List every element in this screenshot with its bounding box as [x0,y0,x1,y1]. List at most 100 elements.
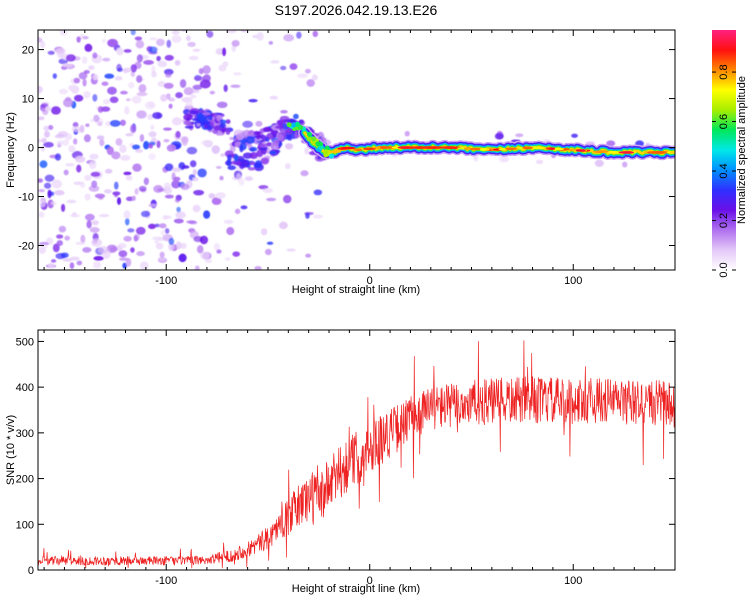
spectrogram-cell [256,149,263,158]
spectrogram-cell [69,213,81,218]
snr-ytick-label: 400 [16,382,34,394]
spectrogram-cell [90,171,101,177]
spectrogram-cell [68,145,76,153]
snr-panel: -100 0 100 0 100 200 300 400 500 Height of strai… [5,329,676,595]
spectrogram-cell [39,200,46,208]
spectrogram-cell [286,127,293,135]
spectrogram-xtick-label: 100 [564,275,582,287]
spectrogram-xlabel: Height of straight line (km) [292,284,420,296]
spectrogram-cell [193,189,205,196]
spectrogram-cell [216,101,228,109]
spectrogram-ytick-label: 10 [22,94,34,106]
spectrogram-cell [43,182,52,189]
spectrogram-cell [149,37,158,41]
spectrogram-cell [259,143,269,148]
figure-title: S197.2026.042.19.13.E26 [275,2,438,18]
spectrogram-cell [266,241,274,245]
spectrogram-cell [283,194,292,204]
spectrogram-cell [136,92,148,97]
spectrogram-cell [270,60,280,64]
spectrogram-marks [38,30,675,270]
spectrogram-cell [594,159,604,167]
spectrogram-cell [189,110,199,115]
spectrogram-cell [515,133,524,138]
spectrogram-cell [164,228,170,234]
spectrogram-cell [126,98,131,102]
spectrogram-cell [313,189,323,196]
spectrogram-cell [93,114,100,123]
spectrogram-cell [73,138,78,145]
spectrogram-cell [277,133,285,141]
spectrogram-cell [240,159,250,168]
spectrogram-cell [535,159,544,165]
spectrogram-cell [166,93,171,100]
spectrogram-cell [218,64,227,72]
spectrogram-cell [180,183,190,191]
colorbar-tick-label: 0.4 [718,163,730,178]
spectrogram-cell [225,128,231,135]
spectrogram-peak-cell [549,147,556,151]
spectrogram-cell [47,189,52,199]
spectrogram-peak-cell [593,150,609,153]
spectrogram-cell [104,73,115,79]
colorbar-ticks: 0.0 0.2 0.4 0.6 0.8 [712,64,736,278]
spectrogram-cell [276,119,287,125]
spectrogram-cell [571,133,578,138]
spectrogram-peak-cell [463,147,470,150]
spectrogram-peak-cell [306,136,312,142]
spectrogram-cell [175,211,186,219]
spectrogram-cell [84,174,92,181]
spectrogram-cell [75,241,86,245]
spectrogram-cell [116,63,122,72]
spectrogram-cell [83,134,91,143]
spectrogram-cell [209,90,216,95]
spectrogram-cell [40,40,46,49]
spectrogram-cell [84,193,91,201]
colorbar-tick-label: 0.0 [718,262,730,277]
spectrogram-cell [255,132,261,140]
spectrogram-cell [312,214,323,219]
spectrogram-cell [38,211,45,218]
spectrogram-cell [109,120,121,127]
spectrogram-cell [223,219,234,224]
snr-ytick-label: 500 [16,336,34,348]
spectrogram-cell [192,168,197,176]
spectrogram-cell [183,113,193,121]
spectrogram-cell [155,242,164,250]
spectrogram-cell [125,133,134,137]
spectrogram-cell [226,227,235,236]
spectrogram-cell [99,139,105,147]
spectrogram-cell [92,74,99,81]
spectrogram-cell [120,154,131,161]
spectrogram-cell [83,91,91,99]
spectrogram-cell [280,65,287,71]
spectrogram-cell [61,203,66,212]
spectrogram-cell [123,49,132,53]
spectrogram-cell [136,110,147,119]
spectrogram-cell [208,193,216,199]
spectrogram-cell [144,101,156,110]
spectrogram-peak-cell [328,150,342,153]
spectrogram-cell [305,212,310,219]
spectrogram-cell [150,124,155,130]
spectrogram-cell [39,160,48,169]
spectrogram-peak-cell [318,141,324,147]
spectrogram-cell [60,252,69,258]
spectrogram-cell [147,113,154,120]
spectrogram-cell [62,258,72,262]
spectrogram-peak-cell [651,151,665,154]
spectrogram-cell [196,123,201,127]
spectrogram-cell [138,185,147,192]
spectrogram-peak-cell [428,146,437,149]
spectrogram-cell [85,123,90,127]
spectrogram-cell [229,144,236,153]
spectrogram-cell [64,235,71,241]
spectrogram-cell [246,133,254,138]
spectrogram-cell [189,94,197,99]
spectrogram-cell [168,97,176,102]
spectrogram-cell [219,175,224,181]
spectrogram-peak-cell [286,122,292,128]
spectrogram-peak-cell [575,149,586,152]
spectrogram-cell [38,138,42,143]
spectrogram-cell [78,72,88,80]
